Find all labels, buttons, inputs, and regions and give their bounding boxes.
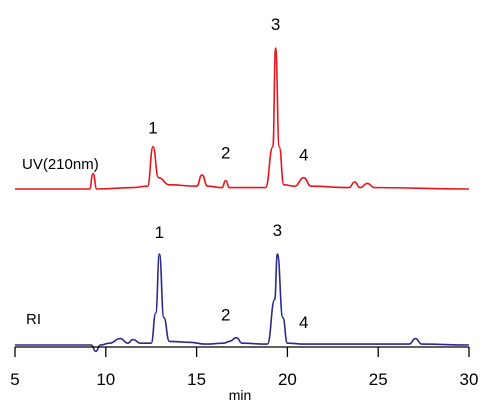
peak-label-ri-3: 3 xyxy=(273,221,282,240)
x-tick-label: 25 xyxy=(369,370,388,389)
peak-label-uv-210nm-3: 3 xyxy=(271,15,280,34)
peak-label-uv-210nm-4: 4 xyxy=(299,146,308,165)
peak-label-ri-1: 1 xyxy=(155,223,164,242)
x-tick-label: 30 xyxy=(460,370,479,389)
peak-label-ri-2: 2 xyxy=(221,306,230,325)
x-tick-label: 10 xyxy=(96,370,115,389)
series-label-ri: RI xyxy=(26,311,41,328)
peak-label-uv-210nm-1: 1 xyxy=(148,119,157,138)
series-line-ri xyxy=(14,253,470,353)
x-axis-title: min xyxy=(229,387,252,403)
x-tick-label: 20 xyxy=(278,370,297,389)
peak-label-ri-4: 4 xyxy=(299,313,308,332)
series-line-uv-210nm xyxy=(14,47,470,190)
peak-label-uv-210nm-2: 2 xyxy=(221,144,230,163)
x-tick-label: 5 xyxy=(10,370,19,389)
series-label-uv-210nm: UV(210nm) xyxy=(22,156,99,173)
x-tick-label: 15 xyxy=(187,370,206,389)
